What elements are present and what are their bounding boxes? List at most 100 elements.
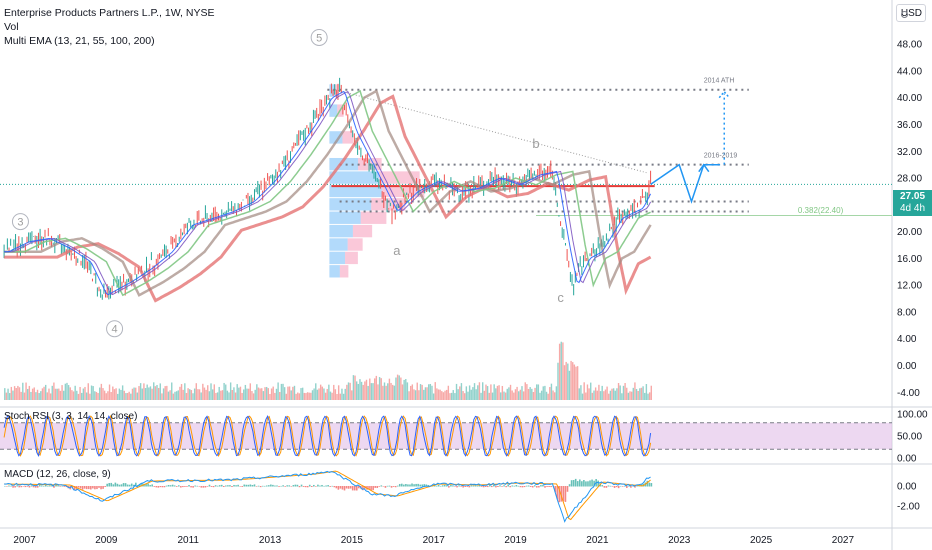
macd-histogram-bar bbox=[155, 486, 158, 488]
macd-histogram-bar bbox=[415, 483, 417, 487]
macd-legend[interactable]: MACD (12, 26, close, 9) bbox=[4, 469, 111, 480]
macd-histogram-bar bbox=[149, 485, 151, 487]
volume-bar bbox=[22, 382, 24, 400]
volume-bar bbox=[259, 388, 261, 400]
macd-histogram-bar bbox=[114, 482, 117, 487]
projection-line bbox=[650, 163, 721, 204]
volume-bar bbox=[220, 390, 222, 400]
volume-bar bbox=[115, 388, 117, 400]
volume-bar bbox=[328, 384, 330, 400]
macd-histogram-bar bbox=[472, 485, 475, 487]
price-axis-tick: 44.00 bbox=[897, 66, 922, 77]
volume-bar bbox=[166, 385, 168, 400]
volume-bar bbox=[557, 362, 559, 400]
volume-bar bbox=[431, 385, 433, 400]
volume-bar bbox=[256, 384, 258, 400]
volume-bar bbox=[578, 388, 580, 400]
volume-bar bbox=[254, 389, 256, 400]
volume-bar bbox=[581, 393, 584, 400]
currency-button[interactable]: USD bbox=[896, 4, 926, 22]
volume-bar bbox=[319, 384, 322, 400]
volume-bar bbox=[326, 388, 328, 400]
volume-bar bbox=[391, 384, 394, 400]
time-axis-tick: 2023 bbox=[668, 535, 691, 546]
volume-bar bbox=[154, 386, 157, 400]
volume-bar bbox=[74, 385, 76, 400]
volume-bar bbox=[606, 386, 608, 400]
macd-histogram-bar bbox=[210, 486, 213, 487]
macd-histogram-bar bbox=[343, 486, 346, 491]
volume-bar bbox=[85, 392, 88, 400]
macd-histogram-bar bbox=[419, 484, 422, 487]
macd-histogram-bar bbox=[376, 486, 379, 489]
volume-profile-bar bbox=[329, 238, 348, 251]
volume-bar bbox=[241, 392, 243, 400]
volume-bar bbox=[539, 392, 541, 400]
volume-bar bbox=[216, 392, 219, 400]
volume-bar bbox=[313, 388, 315, 400]
volume-legend[interactable]: Vol bbox=[4, 21, 19, 33]
volume-bar bbox=[393, 385, 396, 400]
volume-bar bbox=[144, 388, 147, 400]
volume-bar bbox=[382, 385, 384, 400]
volume-bar bbox=[306, 392, 309, 400]
volume-bar bbox=[133, 387, 135, 400]
volume-bar bbox=[380, 378, 382, 400]
volume-bar bbox=[267, 388, 269, 400]
macd-histogram-bar bbox=[394, 486, 397, 488]
macd-histogram-bar bbox=[458, 485, 460, 487]
macd-histogram-bar bbox=[190, 486, 192, 488]
macd-histogram-bar bbox=[40, 485, 43, 487]
volume-bar bbox=[573, 364, 576, 400]
volume-bar bbox=[446, 389, 448, 400]
macd-histogram-bar bbox=[568, 484, 571, 487]
volume-bar bbox=[182, 389, 184, 400]
macd-histogram-bar bbox=[42, 485, 45, 487]
volume-bar bbox=[401, 384, 404, 400]
volume-bar bbox=[395, 377, 397, 400]
volume-bar bbox=[108, 384, 111, 400]
stoch-rsi-legend[interactable]: Stoch RSI (3, 3, 14, 14, close) bbox=[4, 411, 138, 422]
volume-bar bbox=[20, 391, 22, 400]
volume-bar bbox=[128, 391, 130, 400]
volume-bar bbox=[341, 388, 343, 400]
volume-bar bbox=[110, 392, 112, 400]
volume-bar bbox=[233, 387, 235, 400]
macd-histogram-bar bbox=[177, 485, 180, 487]
volume-bar bbox=[360, 381, 363, 400]
volume-bar bbox=[97, 393, 99, 400]
volume-bar bbox=[357, 383, 360, 400]
macd-histogram-bar bbox=[63, 486, 66, 487]
volume-bar bbox=[576, 366, 579, 400]
volume-bar bbox=[432, 393, 435, 400]
volume-bar bbox=[125, 393, 127, 400]
volume-bar bbox=[632, 387, 634, 400]
macd-histogram-bar bbox=[47, 485, 49, 487]
volume-bar bbox=[156, 384, 158, 400]
macd-histogram-bar bbox=[79, 486, 82, 489]
volume-bar bbox=[274, 392, 276, 400]
volume-bar bbox=[336, 393, 338, 400]
macd-histogram-bar bbox=[621, 486, 624, 487]
macd-histogram-bar bbox=[102, 486, 104, 489]
projection-arrowhead bbox=[698, 163, 710, 173]
volume-bar bbox=[292, 386, 294, 400]
macd-histogram-bar bbox=[345, 486, 348, 489]
ema-legend[interactable]: Multi EMA (13, 21, 55, 100, 200) bbox=[4, 35, 155, 47]
volume-bar bbox=[99, 387, 101, 400]
volume-bar bbox=[511, 390, 513, 400]
macd-histogram-bar bbox=[188, 485, 190, 487]
volume-bar bbox=[213, 384, 215, 400]
time-axis-tick: 2015 bbox=[341, 535, 364, 546]
volume-bar bbox=[442, 392, 445, 400]
volume-bar bbox=[303, 392, 306, 400]
volume-bar bbox=[15, 388, 17, 400]
macd-histogram-bar bbox=[497, 486, 499, 487]
volume-bar bbox=[503, 391, 505, 400]
macd-histogram-bar bbox=[317, 484, 319, 487]
range-label: 2016-2019 bbox=[704, 152, 738, 159]
volume-bar bbox=[25, 382, 27, 400]
macd-histogram-bar bbox=[327, 485, 329, 487]
volume-bar bbox=[33, 387, 35, 400]
